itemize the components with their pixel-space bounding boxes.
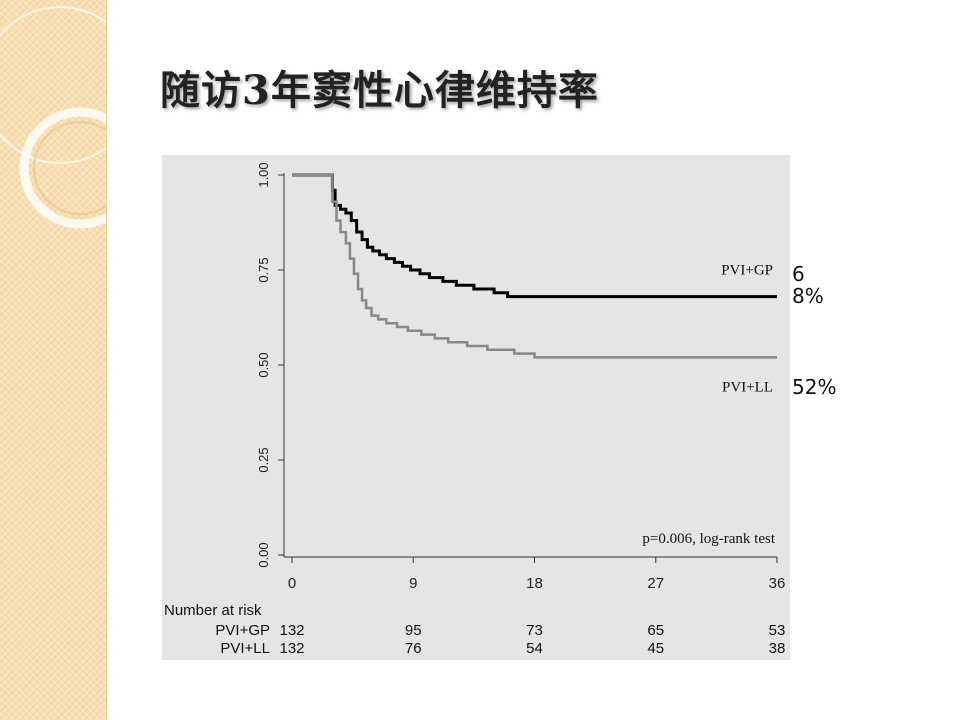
risk-table-cell: 132 (279, 640, 304, 657)
x-tick-label: 27 (647, 575, 664, 592)
decorative-ring (19, 107, 106, 229)
x-tick-label: 9 (409, 575, 417, 592)
x-tick-label: 36 (769, 575, 786, 592)
risk-table-cell: 76 (405, 640, 422, 657)
gp-percent-label: 68% (792, 262, 824, 308)
ll-percent-label: 52% (792, 375, 837, 399)
decorative-rings (0, 6, 106, 229)
risk-table-cell: 38 (769, 640, 786, 657)
risk-table-cell: 53 (769, 622, 786, 639)
series-line-pvi-ll (292, 173, 777, 359)
risk-table-cell: 73 (526, 622, 543, 639)
risk-table-cell: 95 (405, 622, 422, 639)
x-tick-label: 0 (288, 575, 296, 592)
risk-table-cell: 132 (279, 622, 304, 639)
risk-table-row-label: PVI+LL (220, 640, 270, 657)
risk-table-header: Number at risk (164, 602, 262, 619)
y-tick-label: 0.00 (256, 542, 271, 567)
risk-table-cell: 54 (526, 640, 543, 657)
decorative-ring (0, 6, 106, 164)
side-decoration-panel (0, 0, 107, 720)
y-tick-label: 0.25 (256, 447, 271, 472)
series-label: PVI+GP (721, 263, 773, 279)
risk-table-cell: 45 (647, 640, 664, 657)
x-tick-label: 18 (526, 575, 543, 592)
slide-title: 随访3年窦性心律维持率 (160, 67, 599, 114)
risk-table-row-label: PVI+GP (215, 622, 270, 639)
decorative-ring (33, 121, 106, 215)
series-line-pvi-gp (292, 173, 777, 299)
risk-table-cell: 65 (647, 622, 664, 639)
y-tick-label: 1.00 (256, 162, 271, 187)
series-label: PVI+LL (722, 379, 773, 395)
km-chart-panel: 0.00 0.25 0.50 0.75 1.00 0 9 18 27 36 PVI+GP PVI+LL… (162, 155, 790, 660)
pvalue-annotation: p=0.006, log-rank test (642, 531, 775, 547)
y-tick-label: 0.75 (256, 257, 271, 282)
y-tick-label: 0.50 (256, 352, 271, 377)
km-survival-chart: 0.000.250.500.751.000 9 18 27 36PVI+GPPVI+LL… (164, 162, 786, 657)
